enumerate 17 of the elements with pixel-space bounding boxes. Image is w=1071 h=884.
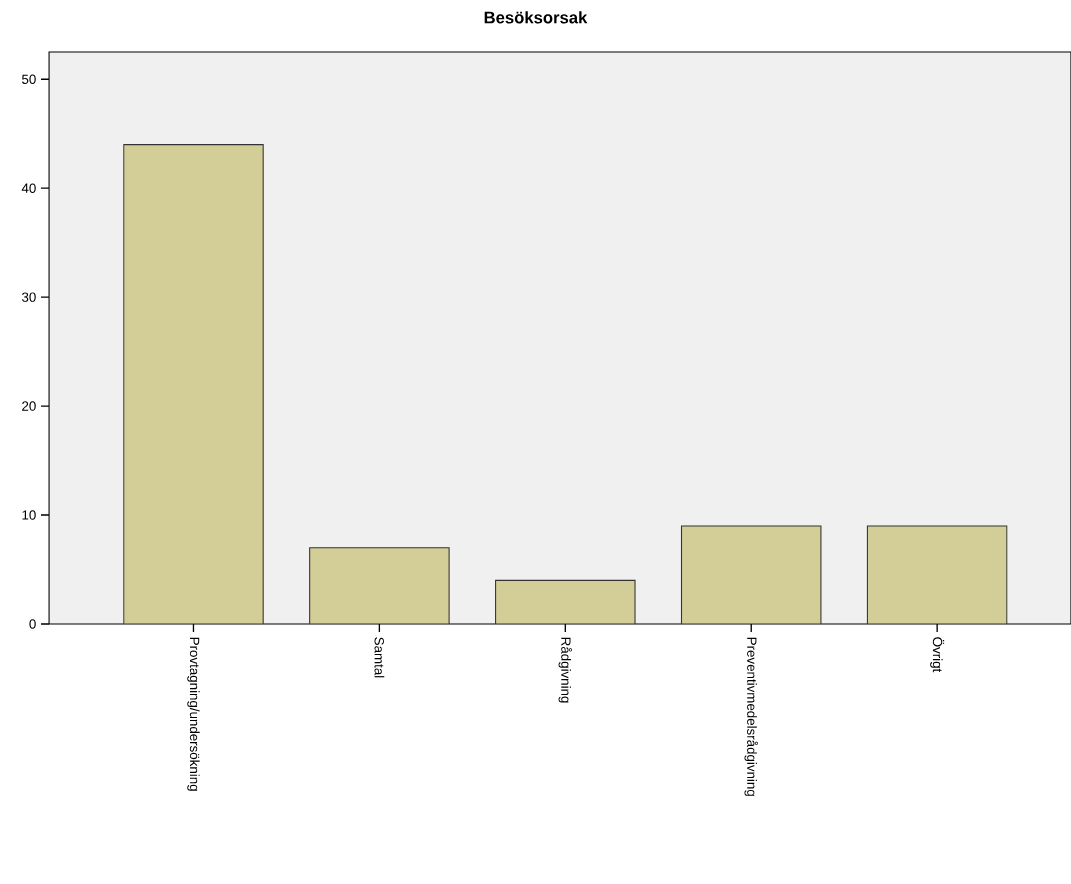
y-tick-label: 30 (21, 292, 36, 302)
x-tick-label: Samtal (374, 637, 385, 678)
x-tick-label: Provtagning/undersökning (187, 637, 200, 791)
y-tick-label: 10 (22, 510, 36, 520)
y-tick-label: 20 (22, 401, 36, 411)
bar (123, 144, 264, 624)
x-tick-label: Övrigt (930, 637, 945, 673)
x-tick-label: Rådgivning (558, 637, 573, 703)
y-tick-label: 40 (21, 183, 36, 193)
y-tick-label: 0 (29, 619, 36, 629)
y-tick-label: 50 (22, 74, 36, 84)
chart-title: Besöksorsak (484, 11, 588, 24)
bar (495, 579, 636, 624)
bar (866, 525, 1008, 624)
bar (680, 525, 822, 624)
bar (309, 547, 450, 624)
x-tick-label: Preventivmedelsrådgivning (744, 637, 758, 796)
